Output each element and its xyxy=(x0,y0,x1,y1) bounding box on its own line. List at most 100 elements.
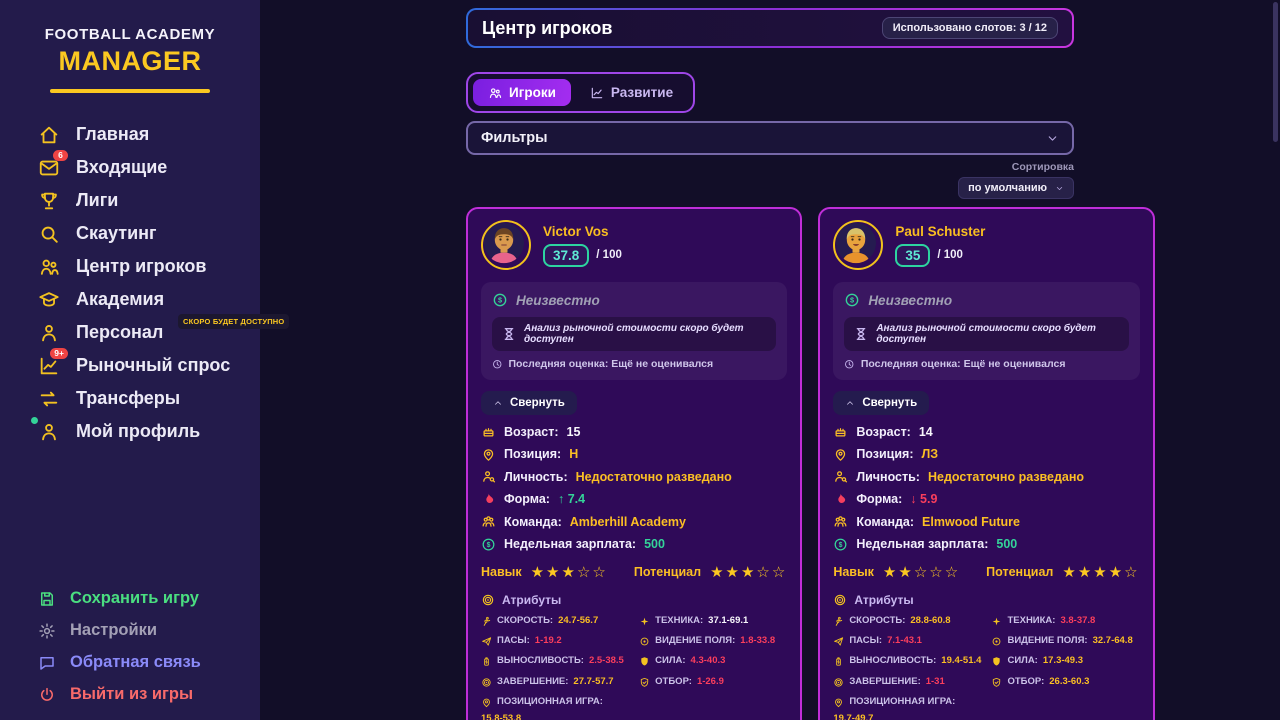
power-icon xyxy=(38,686,56,704)
tab-players[interactable]: Игроки xyxy=(473,79,571,106)
tab-label: Игроки xyxy=(509,85,556,100)
collapse-button[interactable]: Свернуть xyxy=(481,391,577,415)
attribute-value: 1-26.9 xyxy=(696,675,724,687)
attribute-value: 24.7-56.7 xyxy=(558,614,599,626)
tab-development[interactable]: Развитие xyxy=(575,79,688,106)
player-info-list: Возраст: 14 Позиция: ЛЗ Личность: Недостаточн… xyxy=(833,424,1139,552)
info-value: 500 xyxy=(644,537,665,551)
potential-label: Потенциал xyxy=(633,564,702,579)
player-name: Paul Schuster xyxy=(895,223,986,239)
scrollbar-thumb[interactable] xyxy=(1273,2,1278,142)
sidebar-item-label: Обратная связь xyxy=(70,653,201,671)
info-label: Личность: xyxy=(856,469,920,484)
sidebar-item-home[interactable]: Главная xyxy=(38,123,260,146)
filters-collapsible[interactable]: Фильтры xyxy=(466,121,1074,155)
sidebar-item-scouting[interactable]: Скаутинг xyxy=(38,222,260,245)
cake-icon xyxy=(833,424,848,439)
sidebar-item-exit-game[interactable]: Выйти из игры xyxy=(38,685,260,704)
sidebar-item-leagues[interactable]: Лиги xyxy=(38,189,260,212)
potential-stars: ★★★★☆ xyxy=(1062,562,1140,581)
attribute-value: 1-31 xyxy=(925,675,945,687)
info-label: Недельная зарплата: xyxy=(504,537,637,551)
svg-text:$: $ xyxy=(850,296,854,305)
attribute-label: ЗАВЕРШЕНИЕ: xyxy=(849,675,921,687)
coming-soon-tag: СКОРО БУДЕТ ДОСТУПНО xyxy=(178,314,290,329)
attribute-value: 2.5-38.5 xyxy=(588,655,624,667)
person-icon xyxy=(38,322,60,344)
sidebar-item-market-demand[interactable]: 9+ Рыночный спрос xyxy=(38,347,260,377)
attribute-value: 28.8-60.8 xyxy=(910,614,951,626)
sort-select[interactable]: по умолчанию xyxy=(958,177,1074,199)
stamina-icon xyxy=(833,656,844,667)
info-label: Возраст: xyxy=(856,424,911,439)
player-info-list: Возраст: 15 Позиция: Н Личность: Недостаточно… xyxy=(481,424,787,552)
vision-icon xyxy=(991,636,1002,647)
content-column: Центр игроков Использовано слотов: 3 / 1… xyxy=(466,0,1155,720)
sidebar-item-staff[interactable]: Персонал СКОРО БУДЕТ ДОСТУПНО xyxy=(38,314,290,344)
attribute-value: 7.1-43.1 xyxy=(887,634,922,646)
info-label: Позиция: xyxy=(856,447,914,461)
player-cards-grid: Victor Vos 37.8 / 100 $ Неизвестно Анализ рын… xyxy=(466,207,1155,720)
chevron-up-icon xyxy=(493,398,503,408)
collapse-button[interactable]: Свернуть xyxy=(833,391,930,415)
attribute-row: ОТБОР: 26.3-60.3 xyxy=(991,676,1139,688)
info-row: Команда: Amberhill Academy xyxy=(481,514,787,529)
svg-text:$: $ xyxy=(487,542,491,549)
info-label: Личность: xyxy=(504,469,568,484)
attributes-grid: СКОРОСТЬ: 24.7-56.7 ТЕХНИКА: 37.1-69.1 ПАСЫ:… xyxy=(481,615,787,720)
slots-used-badge: Использовано слотов: 3 / 12 xyxy=(881,17,1058,39)
sidebar-item-inbox[interactable]: 6 Входящие xyxy=(38,149,260,179)
attribute-label: ПАСЫ: xyxy=(497,634,530,646)
gear-icon xyxy=(38,622,56,640)
attributes-title: Атрибуты xyxy=(502,592,562,607)
sort-value: по умолчанию xyxy=(968,182,1047,194)
info-label: Позиция: xyxy=(504,447,562,461)
attribute-label: ОТБОР: xyxy=(655,675,692,687)
sidebar-item-label: Трансферы xyxy=(76,388,181,409)
attribute-row: ПОЗИЦИОННАЯ ИГРА: 15.8-53.8 xyxy=(481,696,629,720)
sidebar-item-feedback[interactable]: Обратная связь xyxy=(38,653,260,672)
attribute-label: ПАСЫ: xyxy=(849,634,883,646)
info-value: ↑ 7.4 xyxy=(557,492,586,506)
vision-icon xyxy=(639,636,650,647)
info-value: 15 xyxy=(566,424,581,439)
cake-icon xyxy=(481,424,496,439)
sidebar-item-label: Академия xyxy=(76,289,165,310)
sidebar-item-academy[interactable]: Академия xyxy=(38,288,260,311)
sidebar-item-settings[interactable]: Настройки xyxy=(38,621,260,640)
sidebar-item-my-profile[interactable]: Мой профиль xyxy=(31,416,260,443)
info-row: $ Недельная зарплата: 500 xyxy=(833,537,1139,552)
attributes-title: Атрибуты xyxy=(854,592,914,607)
pin-icon xyxy=(481,447,496,462)
players-icon xyxy=(488,86,502,100)
skill-label: Навык xyxy=(481,564,522,579)
attribute-label: ОТБОР: xyxy=(1007,675,1045,687)
sidebar-item-save-game[interactable]: Сохранить игру xyxy=(38,589,260,608)
info-row: Позиция: Н xyxy=(481,447,787,462)
attribute-label: ВЫНОСЛИВОСТЬ: xyxy=(497,655,584,667)
attribute-value: 1-19.2 xyxy=(534,634,562,646)
attribute-label: СКОРОСТЬ: xyxy=(497,614,554,626)
market-notice: Анализ рыночной стоимости скоро будет до… xyxy=(844,317,1129,351)
player-card: Paul Schuster 35 / 100 $ Неизвестно Анализ ры… xyxy=(818,207,1155,720)
attribute-label: СКОРОСТЬ: xyxy=(849,614,906,626)
market-notice-text: Анализ рыночной стоимости скоро будет до… xyxy=(876,323,1096,345)
attribute-label: ПОЗИЦИОННАЯ ИГРА: xyxy=(849,695,956,707)
sidebar-item-player-hub[interactable]: Центр игроков xyxy=(38,255,260,278)
info-row: Личность: Недостаточно разведано xyxy=(833,469,1139,484)
tabs: Игроки Развитие xyxy=(466,72,696,113)
hourglass-icon xyxy=(853,326,869,342)
attribute-label: СИЛА: xyxy=(655,655,686,667)
info-label: Команда: xyxy=(856,514,915,529)
chart-icon: 9+ xyxy=(38,347,68,377)
pass-icon xyxy=(481,636,492,647)
notification-badge: 9+ xyxy=(50,347,68,359)
sidebar-item-transfers[interactable]: Трансферы xyxy=(38,387,260,410)
card-header: Paul Schuster 35 / 100 xyxy=(833,220,1139,270)
save-icon xyxy=(38,590,56,608)
info-label: Команда: xyxy=(504,514,562,529)
chevron-up-icon xyxy=(845,398,855,408)
mail-icon: 6 xyxy=(38,149,68,179)
hourglass-icon xyxy=(501,326,517,342)
